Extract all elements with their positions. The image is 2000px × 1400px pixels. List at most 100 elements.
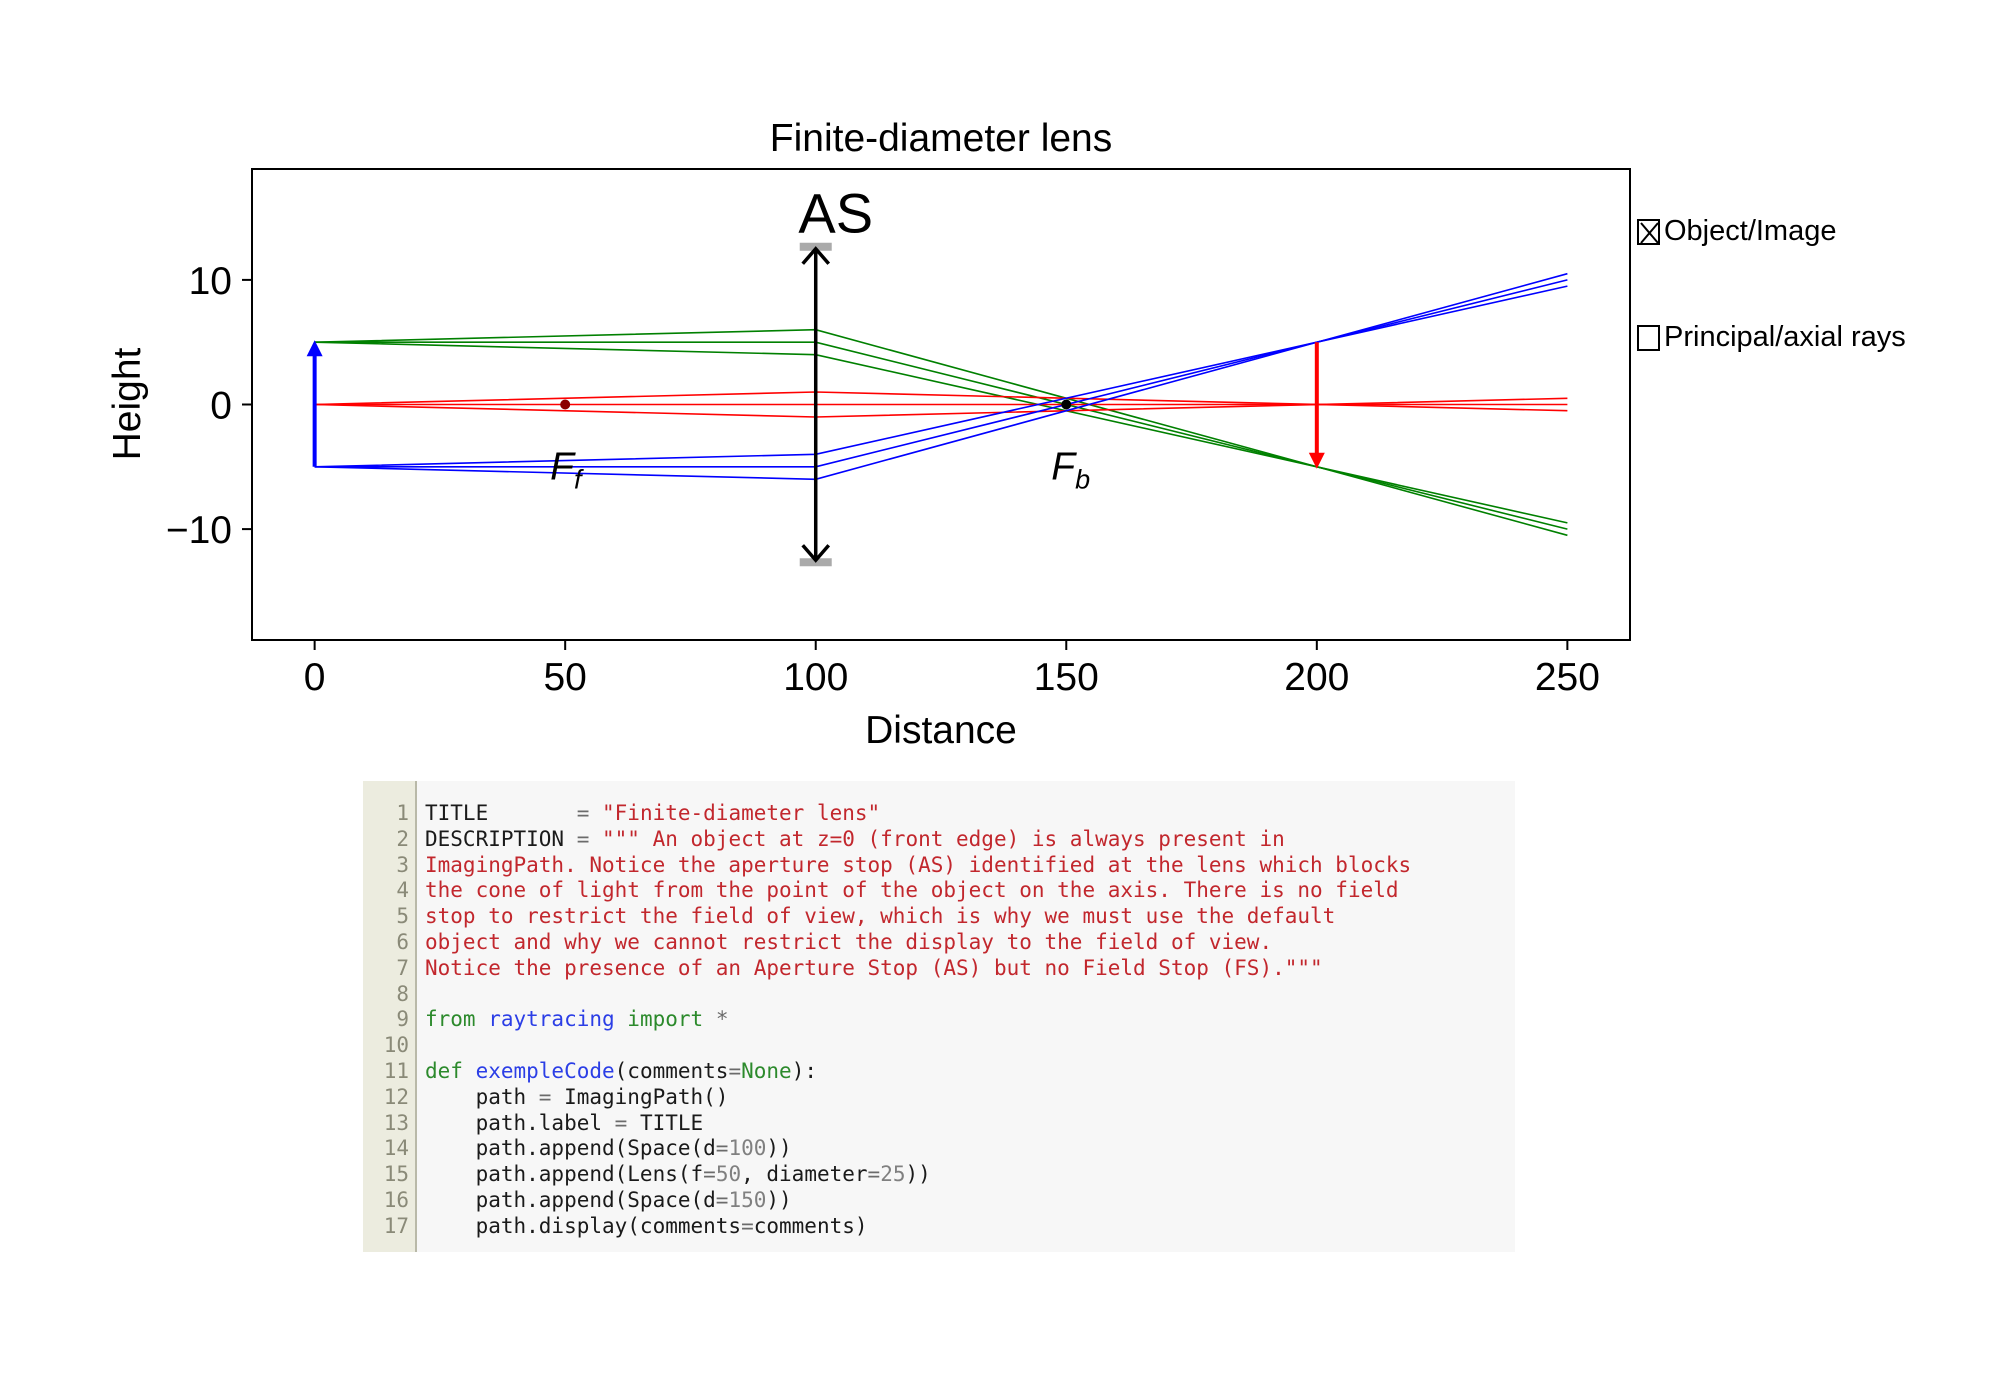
code-token: = bbox=[715, 1187, 729, 1212]
ray-diagram-chart: Finite-diameter lens Distance Height 0 50… bbox=[106, 117, 1631, 752]
code-token: object and why we cannot restrict the di… bbox=[425, 929, 1273, 954]
line-number: 13 bbox=[383, 1110, 409, 1135]
ray-line bbox=[314, 285, 1568, 468]
line-number: 6 bbox=[396, 929, 409, 954]
code-token: )) bbox=[766, 1187, 792, 1212]
code-token: = bbox=[576, 826, 603, 851]
y-tick-label: −10 bbox=[166, 509, 232, 552]
plot-frame bbox=[251, 168, 1631, 641]
checkbox-unchecked-icon bbox=[1637, 324, 1660, 351]
code-token: comments) bbox=[753, 1213, 868, 1238]
code-token: def bbox=[425, 1058, 476, 1083]
code-token: = bbox=[576, 801, 603, 825]
image-arrow-head bbox=[1308, 452, 1325, 469]
x-tick-label: 250 bbox=[1535, 656, 1600, 699]
code-token: "Finite-diameter lens" bbox=[602, 801, 881, 825]
ray-line bbox=[314, 397, 1568, 418]
x-tick-label: 0 bbox=[304, 656, 326, 699]
x-tick-label: 200 bbox=[1284, 656, 1349, 699]
ray-line bbox=[314, 328, 1568, 537]
ray-line bbox=[314, 272, 1568, 481]
line-number: 11 bbox=[383, 1058, 409, 1083]
legend-object-image-label: Object/Image bbox=[1664, 215, 1837, 247]
code-line: Notice the presence of an Aperture Stop … bbox=[425, 956, 1411, 982]
code-token: * bbox=[715, 1007, 729, 1032]
code-token: (comments bbox=[614, 1058, 729, 1083]
code-token: 150 bbox=[728, 1187, 767, 1212]
code-lines: TITLE = "Finite-diameter lens" DESCRIPTIO… bbox=[417, 781, 1411, 1252]
code-token: path.append(Space(d bbox=[425, 1136, 716, 1161]
code-line: TITLE = "Finite-diameter lens" bbox=[425, 801, 1411, 827]
code-token: None bbox=[741, 1058, 792, 1083]
code-token: ImagingPath() bbox=[564, 1084, 729, 1109]
code-token: 25 bbox=[880, 1162, 906, 1187]
line-number: 12 bbox=[383, 1084, 409, 1109]
code-line: stop to restrict the field of view, whic… bbox=[425, 904, 1411, 930]
ray-line bbox=[314, 391, 1568, 412]
line-number: 3 bbox=[396, 852, 409, 877]
x-axis-label: Distance bbox=[865, 709, 1017, 752]
x-tick-label: 50 bbox=[543, 656, 586, 699]
line-number: 1 bbox=[396, 801, 409, 825]
code-token: path.label bbox=[425, 1110, 615, 1135]
code-token: from bbox=[425, 1007, 489, 1032]
lens-arrowhead-bottom bbox=[801, 544, 831, 563]
legend-object-image-checkbox[interactable]: Object/Image bbox=[1637, 215, 1836, 248]
code-token: """ An object at z=0 (front edge) is alw… bbox=[602, 826, 1285, 851]
line-number: 17 bbox=[383, 1213, 409, 1238]
code-line: path.append(Space(d=100)) bbox=[425, 1136, 1411, 1162]
line-number: 9 bbox=[396, 1007, 409, 1032]
x-tick-label: 150 bbox=[1034, 656, 1099, 699]
y-tick-label: 10 bbox=[189, 260, 232, 303]
checkbox-checked-icon bbox=[1637, 218, 1660, 245]
code-token: = bbox=[538, 1084, 565, 1109]
code-line: ImagingPath. Notice the aperture stop (A… bbox=[425, 853, 1411, 879]
line-number: 5 bbox=[396, 904, 409, 929]
code-token: = bbox=[741, 1213, 754, 1238]
code-token: TITLE bbox=[639, 1110, 704, 1135]
code-token: exempleCode bbox=[475, 1058, 615, 1083]
y-axis-label: Height bbox=[106, 347, 149, 460]
code-line: the cone of light from the point of the … bbox=[425, 878, 1411, 904]
lens-arrowhead-top bbox=[801, 246, 831, 265]
code-token: import bbox=[627, 1007, 716, 1032]
code-token: DESCRIPTION bbox=[425, 826, 577, 851]
line-number: 7 bbox=[396, 955, 409, 980]
focal-point-label: Ff bbox=[550, 446, 584, 495]
code-line: def exempleCode(comments=None): bbox=[425, 1059, 1411, 1085]
code-token: = bbox=[728, 1058, 742, 1083]
code-token: = bbox=[867, 1162, 881, 1187]
code-line bbox=[425, 1033, 1411, 1059]
focal-point-dot bbox=[1061, 399, 1072, 410]
code-line: path.append(Space(d=150)) bbox=[425, 1188, 1411, 1214]
ray-line bbox=[314, 341, 1568, 524]
code-token: , diameter bbox=[741, 1162, 868, 1187]
aperture-stop-label: AS bbox=[798, 182, 873, 245]
code-line: DESCRIPTION = """ An object at z=0 (fron… bbox=[425, 827, 1411, 853]
code-token: path bbox=[425, 1084, 539, 1109]
code-line bbox=[425, 982, 1411, 1008]
line-number: 15 bbox=[383, 1162, 409, 1187]
x-tick-label: 100 bbox=[783, 656, 848, 699]
code-line: object and why we cannot restrict the di… bbox=[425, 930, 1411, 956]
focal-point-dot bbox=[560, 399, 571, 410]
code-token: = bbox=[703, 1162, 716, 1187]
code-token: TITLE bbox=[425, 801, 577, 825]
legend-principal-axial-checkbox[interactable]: Principal/axial rays bbox=[1637, 321, 1906, 354]
code-line: path = ImagingPath() bbox=[425, 1085, 1411, 1111]
code-token: )) bbox=[905, 1162, 931, 1187]
code-token: = bbox=[614, 1110, 640, 1135]
code-token: ): bbox=[791, 1058, 817, 1083]
line-number: 14 bbox=[383, 1136, 409, 1161]
y-tick-label: 0 bbox=[210, 385, 232, 428]
code-token: 50 bbox=[715, 1162, 742, 1187]
code-token: Notice the presence of an Aperture Stop … bbox=[425, 955, 1323, 980]
code-token: ImagingPath. Notice the aperture stop (A… bbox=[425, 852, 1412, 877]
code-token: 100 bbox=[728, 1136, 767, 1161]
code-line: path.label = TITLE bbox=[425, 1111, 1411, 1137]
code-line: path.display(comments=comments) bbox=[425, 1214, 1411, 1240]
line-number: 10 bbox=[383, 1033, 409, 1058]
line-number: 16 bbox=[383, 1187, 409, 1212]
code-token: path.append(Space(d bbox=[425, 1187, 716, 1212]
line-number: 4 bbox=[396, 878, 409, 903]
